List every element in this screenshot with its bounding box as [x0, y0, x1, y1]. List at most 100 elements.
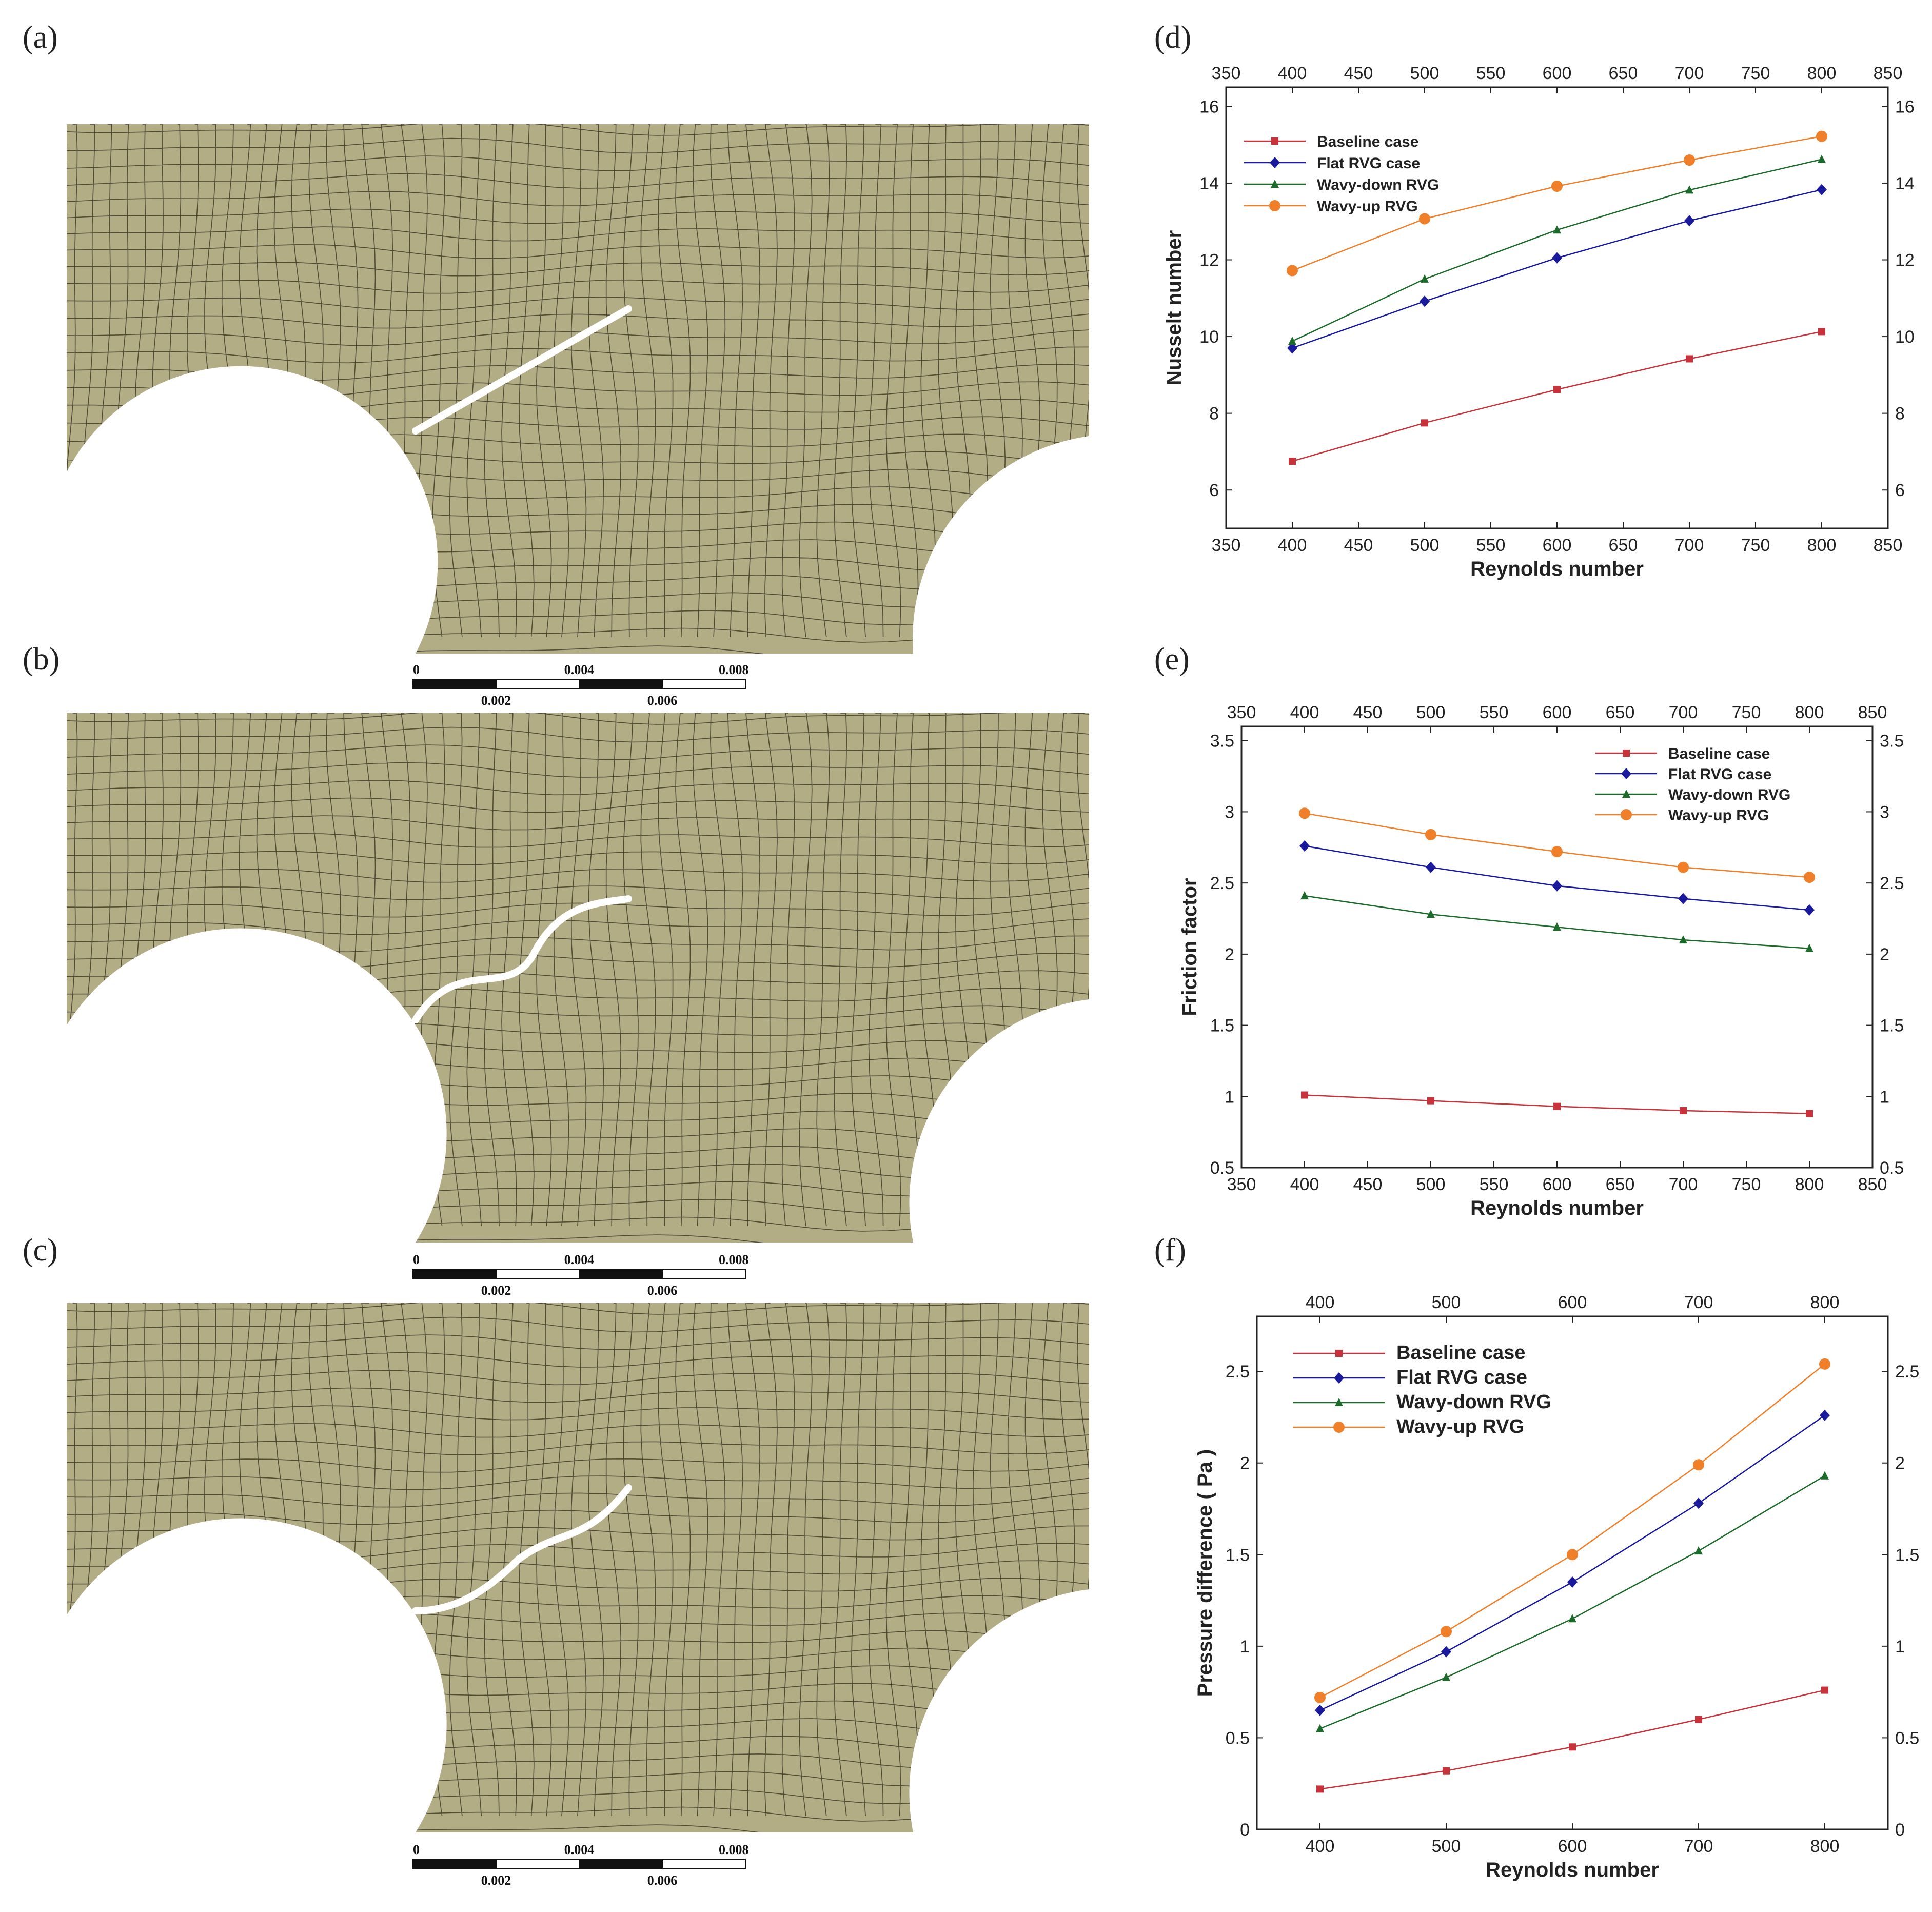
- legend-label: Baseline case: [1396, 1342, 1525, 1364]
- data-point: [1819, 1358, 1830, 1370]
- legend: Baseline case Flat RVG case Wavy-down RVG W…: [1595, 745, 1790, 824]
- chart-pressure: 400 400 500 500 600 600 700 700 800 800 0 0 0.5 0.5 1 1…: [1159, 1267, 1919, 1911]
- x-tick-label: 500: [1416, 1175, 1446, 1194]
- series-line: [1319, 1475, 1825, 1729]
- x-tick-label: 500: [1410, 536, 1440, 555]
- x-tick-label: 800: [1810, 1837, 1840, 1856]
- wavy-down-vortex-generator: [412, 895, 632, 1023]
- y-tick-label: 2.5: [1210, 874, 1234, 893]
- scale-segment: [496, 679, 580, 689]
- y-tick-label-right: 3.5: [1880, 732, 1904, 751]
- scale-bar-c: 0 0.004 0.008 (m) 0.002 0.006: [410, 1837, 772, 1893]
- x-tick-label-top: 650: [1606, 703, 1635, 722]
- data-point: [1820, 1409, 1830, 1421]
- data-point: [1427, 910, 1435, 918]
- x-tick-label: 850: [1874, 536, 1903, 555]
- mesh-panel-a: [67, 124, 1089, 654]
- x-tick-label-top: 750: [1741, 64, 1770, 83]
- series-line: [1319, 1414, 1825, 1711]
- data-point: [1421, 274, 1429, 283]
- data-point: [1315, 1704, 1325, 1716]
- y-tick-label-right: 2.5: [1895, 1362, 1919, 1382]
- plot-frame: [1256, 1315, 1889, 1830]
- y-tick-label: 0.5: [1226, 1728, 1250, 1748]
- data-point: [1622, 790, 1630, 798]
- x-tick-label: 750: [1741, 536, 1770, 555]
- left-tube-cutout: [67, 366, 438, 654]
- scale-top-label: 0: [413, 662, 420, 677]
- data-point: [1552, 252, 1562, 264]
- series-wavy_up: [1314, 1358, 1830, 1703]
- scale-top-label: 0: [413, 1252, 420, 1267]
- mesh-panel-b: [67, 713, 1089, 1243]
- panel-label-f: (f): [1154, 1233, 1186, 1268]
- x-tick-label-top: 400: [1278, 64, 1307, 83]
- data-point: [1686, 355, 1693, 363]
- left-tube-cutout: [67, 1518, 447, 1832]
- data-point: [1679, 935, 1687, 944]
- data-point: [1621, 809, 1632, 820]
- legend: Baseline case Flat RVG case Wavy-down RVG W…: [1293, 1342, 1551, 1437]
- legend-label: Baseline case: [1668, 745, 1770, 762]
- series-wavy_up: [1299, 807, 1815, 883]
- y-tick-label-right: 1.5: [1880, 1016, 1904, 1036]
- data-point: [1271, 137, 1278, 145]
- data-point: [1553, 1102, 1561, 1110]
- x-tick-label-top: 600: [1543, 703, 1572, 722]
- data-point: [1805, 943, 1813, 952]
- legend-label: Baseline case: [1317, 133, 1418, 150]
- scale-top-label: 0.004: [564, 662, 595, 677]
- data-point: [1316, 1724, 1324, 1732]
- legend-label: Wavy-up RVG: [1396, 1416, 1524, 1437]
- data-point: [1569, 1743, 1576, 1751]
- y-tick-label: 3: [1225, 802, 1234, 822]
- x-tick-label-top: 500: [1416, 703, 1446, 722]
- data-point: [1818, 328, 1825, 336]
- y-tick-label: 1.5: [1226, 1545, 1250, 1565]
- data-point: [1335, 1398, 1343, 1406]
- data-point: [1678, 861, 1689, 873]
- scale-segment: [496, 1269, 580, 1279]
- data-point: [1334, 1372, 1344, 1384]
- series-baseline: [1301, 1091, 1813, 1117]
- x-tick-label-top: 800: [1810, 1293, 1840, 1312]
- x-tick-label: 750: [1732, 1175, 1761, 1194]
- scale-bottom-label: 0.006: [647, 693, 678, 708]
- series-flat: [1315, 1409, 1830, 1716]
- legend-label: Flat RVG case: [1668, 766, 1771, 783]
- y-tick-label: 1.5: [1210, 1016, 1234, 1036]
- data-point: [1695, 1716, 1702, 1723]
- panel-label-a: (a): [23, 20, 58, 55]
- y-tick-label: 14: [1199, 174, 1219, 193]
- data-point: [1621, 768, 1631, 779]
- scale-segment: [579, 679, 663, 689]
- data-point: [1333, 1422, 1345, 1433]
- x-tick-label-top: 700: [1669, 703, 1698, 722]
- x-axis-label: Reynolds number: [1470, 558, 1644, 580]
- legend-label: Flat RVG case: [1396, 1367, 1527, 1388]
- scale-bottom-label: 0.006: [647, 1283, 678, 1298]
- legend-label: Wavy-up RVG: [1668, 807, 1769, 824]
- data-point: [1684, 215, 1694, 227]
- y-tick-label: 2: [1240, 1454, 1250, 1473]
- scale-segment: [412, 1269, 497, 1279]
- y-tick-label: 1: [1225, 1087, 1234, 1107]
- data-point: [1553, 386, 1561, 393]
- data-point: [1568, 1614, 1576, 1623]
- x-tick-label: 600: [1558, 1837, 1587, 1856]
- chart-nusselt: 350 350 400 400 450 450 500 500 550 550 600 600 650 6…: [1159, 56, 1919, 649]
- legend-label: Wavy-down RVG: [1396, 1391, 1551, 1413]
- scale-segment: [412, 679, 497, 689]
- series-wavy_down: [1300, 891, 1813, 952]
- legend: Baseline case Flat RVG case Wavy-down RVG W…: [1244, 133, 1439, 215]
- data-point: [1678, 893, 1688, 904]
- data-point: [1804, 904, 1815, 916]
- y-tick-label: 2: [1225, 945, 1234, 964]
- y-axis-label: Friction factor: [1178, 878, 1201, 1016]
- x-tick-label-top: 450: [1344, 64, 1373, 83]
- data-point: [1816, 130, 1827, 142]
- x-tick-label: 350: [1212, 536, 1241, 555]
- data-point: [1684, 154, 1695, 166]
- x-tick-label-top: 500: [1410, 64, 1440, 83]
- data-point: [1300, 891, 1309, 900]
